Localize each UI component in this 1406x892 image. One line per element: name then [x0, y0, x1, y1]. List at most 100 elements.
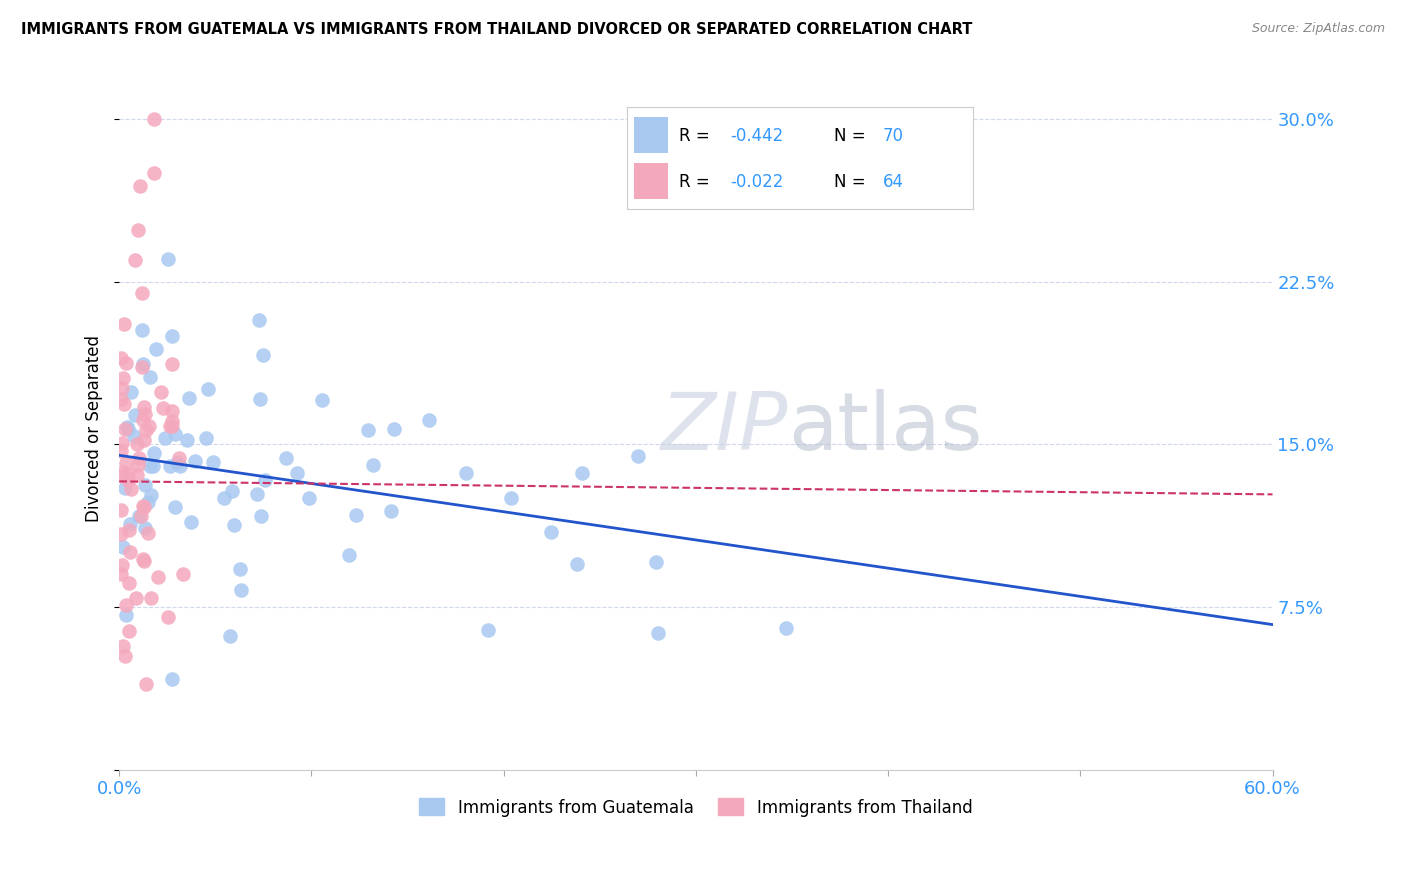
Point	[645, 556, 668, 570]
Point	[118, 576, 141, 591]
Point	[179, 391, 201, 405]
Point	[357, 423, 380, 437]
Point	[160, 414, 183, 428]
Point	[110, 435, 132, 450]
Point	[132, 412, 155, 426]
Point	[247, 313, 270, 327]
Point	[115, 456, 138, 470]
Point	[134, 433, 156, 447]
Point	[162, 672, 184, 686]
Point	[115, 607, 138, 622]
Point	[249, 508, 271, 523]
Point	[114, 649, 136, 664]
Point	[344, 508, 367, 522]
Point	[145, 342, 167, 356]
Text: IMMIGRANTS FROM GUATEMALA VS IMMIGRANTS FROM THAILAND DIVORCED OR SEPARATED CORR: IMMIGRANTS FROM GUATEMALA VS IMMIGRANTS …	[21, 22, 973, 37]
Point	[156, 609, 179, 624]
Point	[172, 566, 194, 581]
Point	[229, 582, 252, 597]
Point	[249, 392, 271, 406]
Point	[143, 112, 166, 126]
Point	[110, 351, 132, 365]
Point	[165, 426, 187, 441]
Point	[246, 486, 269, 500]
Point	[285, 467, 308, 481]
Point	[311, 392, 333, 407]
Text: ZIP: ZIP	[661, 389, 789, 467]
Point	[297, 491, 319, 506]
Point	[155, 431, 177, 445]
Point	[131, 358, 153, 372]
Point	[180, 515, 202, 529]
Point	[117, 473, 139, 487]
Point	[142, 459, 165, 474]
Point	[134, 500, 156, 515]
Point	[125, 591, 148, 605]
Point	[139, 591, 162, 606]
Point	[571, 466, 593, 480]
Point	[117, 422, 139, 436]
Point	[565, 557, 588, 571]
Point	[122, 429, 145, 443]
Point	[118, 624, 141, 638]
Point	[127, 223, 149, 237]
Point	[156, 252, 179, 267]
Point	[138, 418, 160, 433]
Point	[139, 487, 162, 501]
Point	[118, 523, 141, 537]
Point	[149, 384, 172, 399]
Point	[253, 473, 276, 487]
Point	[159, 458, 181, 473]
Point	[111, 381, 134, 395]
Point	[148, 570, 170, 584]
Point	[132, 554, 155, 568]
Point	[162, 357, 184, 371]
Point	[112, 540, 135, 554]
Point	[132, 499, 155, 513]
Text: Source: ZipAtlas.com: Source: ZipAtlas.com	[1251, 22, 1385, 36]
Point	[184, 454, 207, 468]
Point	[152, 401, 174, 415]
Point	[135, 423, 157, 437]
Point	[134, 521, 156, 535]
Point	[110, 444, 132, 458]
Point	[131, 360, 153, 375]
Point	[112, 371, 135, 385]
Point	[276, 451, 298, 466]
Point	[112, 317, 135, 331]
Point	[142, 446, 165, 460]
Point	[214, 491, 236, 505]
Point	[111, 639, 134, 653]
Point	[176, 434, 198, 448]
Point	[165, 500, 187, 515]
Point	[120, 483, 142, 497]
Point	[477, 623, 499, 637]
Point	[112, 466, 135, 480]
Point	[114, 422, 136, 436]
Point	[129, 508, 152, 523]
Point	[110, 469, 132, 483]
Point	[110, 392, 132, 406]
Point	[139, 458, 162, 473]
Point	[128, 179, 150, 194]
Text: atlas: atlas	[789, 389, 983, 467]
Point	[167, 451, 190, 466]
Point	[775, 621, 797, 635]
Point	[110, 503, 132, 517]
Point	[418, 413, 440, 427]
Point	[166, 456, 188, 470]
Point	[169, 459, 191, 474]
Point	[112, 397, 135, 411]
Point	[337, 548, 360, 562]
Point	[160, 329, 183, 343]
Point	[125, 468, 148, 483]
Point	[131, 285, 153, 300]
Point	[115, 420, 138, 434]
Point	[219, 628, 242, 642]
Point	[132, 400, 155, 414]
Point	[142, 166, 165, 180]
Point	[114, 599, 136, 613]
Point	[117, 467, 139, 482]
Y-axis label: Divorced or Separated: Divorced or Separated	[86, 334, 103, 522]
Point	[160, 404, 183, 418]
